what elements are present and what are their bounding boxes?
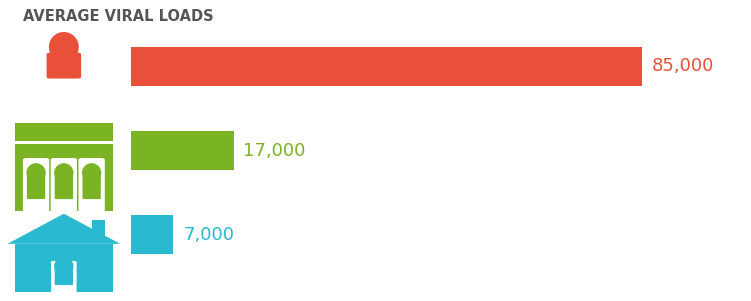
Text: 85,000: 85,000 (652, 57, 714, 75)
Bar (131, 215, 173, 254)
FancyBboxPatch shape (47, 53, 81, 79)
Bar (92, 220, 105, 238)
FancyBboxPatch shape (55, 175, 73, 199)
FancyBboxPatch shape (83, 175, 101, 199)
FancyBboxPatch shape (27, 175, 45, 199)
Bar (15, 144, 113, 211)
Text: 17,000: 17,000 (243, 141, 306, 160)
Ellipse shape (27, 164, 45, 182)
FancyBboxPatch shape (51, 158, 77, 212)
Text: 7,000: 7,000 (183, 226, 234, 244)
Bar (131, 131, 234, 170)
Bar (15, 123, 113, 141)
Ellipse shape (55, 164, 73, 182)
Polygon shape (8, 214, 120, 244)
FancyBboxPatch shape (79, 158, 105, 212)
Bar (15, 244, 113, 292)
Ellipse shape (50, 33, 78, 61)
FancyBboxPatch shape (55, 269, 73, 285)
FancyBboxPatch shape (51, 261, 77, 293)
Ellipse shape (55, 257, 73, 275)
Text: AVERAGE VIRAL LOADS: AVERAGE VIRAL LOADS (23, 9, 213, 24)
FancyBboxPatch shape (23, 158, 50, 212)
Bar (131, 47, 642, 86)
Ellipse shape (83, 164, 101, 182)
